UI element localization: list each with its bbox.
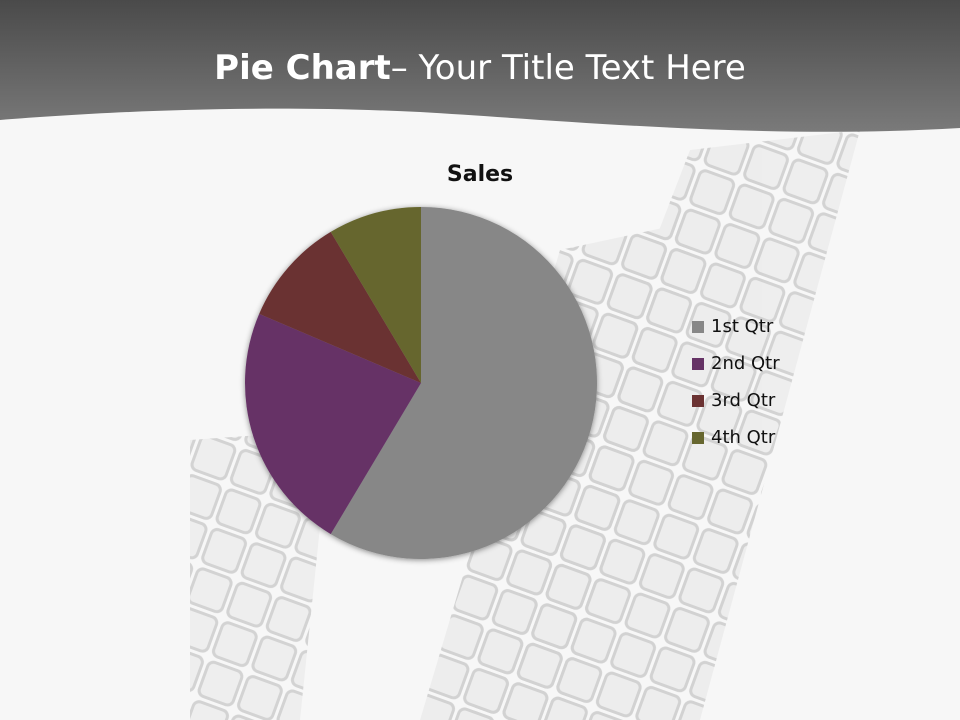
legend-item: 3rd Qtr bbox=[692, 390, 775, 411]
chart-title: Sales bbox=[446, 162, 514, 187]
pie-slice-2 bbox=[245, 313, 421, 535]
legend-item: 4th Qtr bbox=[692, 427, 775, 448]
legend-swatch bbox=[692, 357, 704, 370]
legend-swatch bbox=[692, 320, 704, 333]
legend-label: 2nd Qtr bbox=[711, 353, 780, 374]
legend-swatch bbox=[692, 431, 704, 444]
legend-item: 2nd Qtr bbox=[692, 353, 780, 374]
header-band bbox=[0, 0, 960, 132]
pie-slice-3 bbox=[259, 231, 421, 383]
pie-slice-1 bbox=[330, 207, 597, 559]
legend-swatch bbox=[692, 394, 704, 407]
slide-title: Pie Chart– Your Title Text Here bbox=[214, 48, 746, 88]
legend-label: 4th Qtr bbox=[711, 427, 776, 448]
legend-label: 1st Qtr bbox=[711, 316, 774, 337]
legend-label: 3rd Qtr bbox=[711, 390, 776, 411]
legend-item: 1st Qtr bbox=[692, 316, 773, 337]
pie-slice-4 bbox=[330, 207, 421, 383]
